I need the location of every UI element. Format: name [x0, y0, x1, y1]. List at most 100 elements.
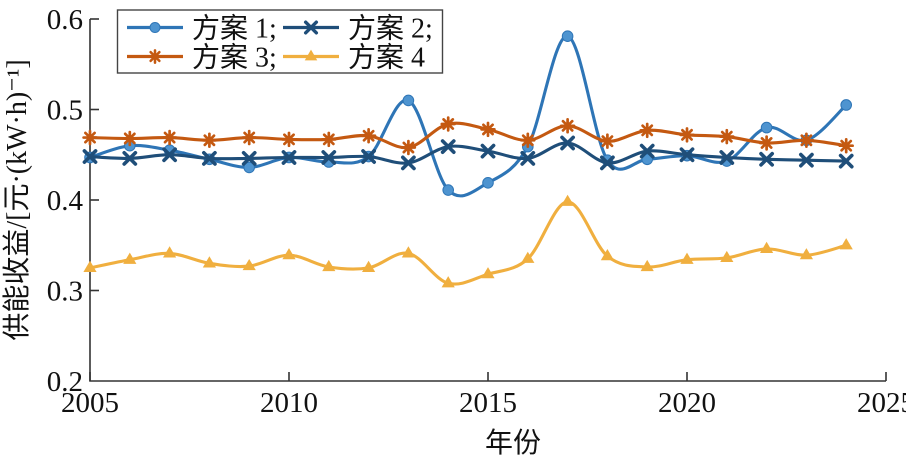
marker-x [361, 149, 376, 164]
marker-asterisk [161, 129, 178, 146]
series-1-line [88, 34, 848, 198]
legend-item-3: 方案 3; [127, 42, 277, 74]
marker-x [241, 150, 257, 166]
marker-x [560, 135, 575, 151]
marker-x [679, 147, 695, 163]
marker-x [719, 150, 735, 165]
series-2 [82, 135, 854, 171]
marker-asterisk [122, 130, 138, 147]
marker-triangle [401, 246, 415, 258]
marker-triangle [304, 49, 318, 61]
marker-x [401, 155, 416, 171]
y-tick-label: 0.2 [47, 366, 83, 398]
marker-triangle [242, 258, 256, 271]
y-tick-label: 0.3 [47, 276, 83, 308]
marker-asterisk [440, 116, 456, 132]
marker-asterisk [559, 118, 576, 134]
series-2-line [88, 141, 848, 165]
series-4-line [88, 200, 848, 286]
legend-item-4: 方案 4 [283, 42, 425, 74]
marker-x [281, 150, 297, 165]
marker-triangle [640, 259, 654, 272]
marker-asterisk [82, 129, 98, 146]
marker-x [480, 143, 496, 159]
marker-triangle [282, 248, 296, 260]
marker-triangle [799, 248, 813, 260]
legend: 方案 1; 方案 2; 方案 3; 方案 4 [116, 9, 444, 74]
marker-x [321, 150, 337, 165]
marker-x [799, 152, 814, 168]
marker-asterisk [639, 122, 655, 139]
marker-circle [840, 99, 853, 111]
marker-triangle [481, 267, 495, 279]
marker-asterisk [480, 121, 496, 138]
marker-triangle [163, 246, 177, 258]
x-tick-label: 2020 [658, 387, 716, 419]
marker-x [82, 149, 98, 164]
y-tick-label: 0.6 [47, 4, 83, 36]
legend-label: 方案 1; [192, 13, 277, 45]
legend-label: 方案 3; [192, 42, 277, 74]
x-axis-label: 年份 [485, 427, 541, 459]
marker-asterisk [719, 128, 735, 145]
marker-triangle [561, 194, 575, 206]
marker-triangle [839, 238, 853, 250]
y-tick-label: 0.4 [47, 185, 84, 217]
marker-asterisk [758, 135, 775, 151]
marker-circle [442, 184, 455, 196]
legend-label: 方案 2; [348, 13, 433, 45]
x-tick-label: 2015 [459, 387, 517, 419]
marker-asterisk [281, 131, 297, 148]
marker-x [303, 20, 319, 35]
marker-triangle [521, 251, 535, 263]
marker-triangle [123, 252, 137, 264]
marker-triangle [441, 276, 455, 288]
marker-asterisk [798, 132, 815, 149]
marker-circle [243, 161, 255, 174]
marker-x [122, 150, 138, 166]
marker-asterisk [201, 132, 218, 149]
marker-triangle [83, 260, 97, 272]
marker-x [162, 147, 177, 163]
marker-asterisk [321, 131, 337, 148]
legend-item-2: 方案 2; [283, 13, 433, 45]
legend-box [116, 9, 444, 74]
x-tick-label: 2005 [61, 387, 119, 419]
marker-asterisk [400, 139, 417, 156]
marker-x [838, 153, 854, 169]
marker-x [639, 143, 655, 159]
marker-triangle [760, 241, 774, 253]
marker-asterisk [241, 129, 257, 146]
marker-circle [760, 121, 773, 134]
legend-item-1: 方案 1; [127, 13, 277, 45]
marker-x [440, 139, 456, 155]
marker-x [202, 150, 217, 166]
marker-asterisk [520, 132, 536, 149]
series-4 [83, 194, 853, 288]
marker-x [600, 155, 615, 171]
marker-triangle [362, 260, 376, 272]
marker-circle [149, 21, 161, 34]
marker-x [520, 150, 536, 166]
marker-circle [561, 30, 574, 42]
x-tick-label: 2025 [857, 387, 906, 419]
marker-x [759, 151, 774, 167]
marker-triangle [322, 259, 336, 272]
marker-asterisk [838, 137, 854, 154]
marker-circle [402, 94, 415, 107]
marker-asterisk [360, 127, 377, 144]
x-tick-label: 2010 [260, 387, 318, 419]
y-tick-label: 0.5 [47, 95, 83, 127]
marker-triangle [720, 250, 734, 263]
marker-asterisk [679, 127, 695, 143]
marker-triangle [680, 252, 694, 264]
marker-asterisk [599, 133, 616, 149]
marker-circle [641, 153, 654, 166]
marker-circle [482, 177, 494, 189]
marker-triangle [600, 249, 614, 261]
series-3 [82, 116, 854, 156]
marker-triangle [202, 256, 216, 268]
legend-label: 方案 4 [348, 42, 425, 74]
y-axis-label: 供能收益/[元·(kW·h)⁻¹] [1, 59, 33, 340]
